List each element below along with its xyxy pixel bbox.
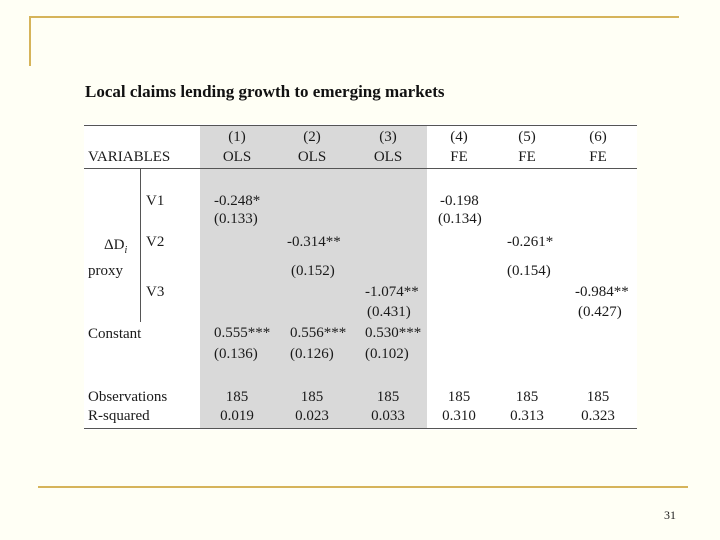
column-number-6: (6) <box>589 129 607 145</box>
constant-se-col1: (0.136) <box>214 346 258 362</box>
v1-coef-col4: -0.198 <box>440 193 479 209</box>
r-squared-col2: 0.023 <box>295 408 329 424</box>
observations-col4: 185 <box>447 389 471 405</box>
constant-coef-col1: 0.555*** <box>214 325 271 341</box>
constant-se-col3: (0.102) <box>365 346 409 362</box>
v1-coef-col1: -0.248* <box>214 193 261 209</box>
v2-se-col5: (0.154) <box>507 263 551 279</box>
row-label-r-squared: R-squared <box>88 408 150 424</box>
r-squared-col3: 0.033 <box>371 408 405 424</box>
r-squared-col1: 0.019 <box>220 408 254 424</box>
bottom-decorative-line <box>38 486 688 488</box>
column-number-1: (1) <box>228 129 246 145</box>
table-header-rule <box>84 168 637 169</box>
column-method-2: OLS <box>297 149 327 165</box>
constant-se-col2: (0.126) <box>290 346 334 362</box>
v3-coef-col3: -1.074** <box>365 284 419 300</box>
column-method-3: OLS <box>373 149 403 165</box>
v2-coef-col2: -0.314** <box>287 234 341 250</box>
v3-coef-col6: -0.984** <box>575 284 629 300</box>
delta-d-label: ΔDi <box>104 238 127 256</box>
constant-coef-col3: 0.530*** <box>365 325 422 341</box>
column-number-3: (3) <box>379 129 397 145</box>
v2-coef-col5: -0.261* <box>507 234 554 250</box>
column-number-5: (5) <box>518 129 536 145</box>
observations-col5: 185 <box>515 389 539 405</box>
row-label-constant: Constant <box>88 326 142 342</box>
variables-header: VARIABLES <box>88 149 171 165</box>
row-label-v2: V2 <box>146 234 165 250</box>
table-top-rule <box>84 125 637 126</box>
column-number-4: (4) <box>450 129 468 145</box>
observations-col6: 185 <box>586 389 610 405</box>
row-group-divider <box>140 169 141 322</box>
r-squared-col6: 0.323 <box>581 408 615 424</box>
column-number-2: (2) <box>303 129 321 145</box>
v3-se-col3: (0.431) <box>367 304 411 320</box>
v1-se-col1: (0.133) <box>214 211 258 227</box>
top-decorative-line <box>29 16 679 18</box>
column-method-5: FE <box>518 149 536 165</box>
v3-se-col6: (0.427) <box>578 304 622 320</box>
page-number: 31 <box>664 508 676 522</box>
delta-d-symbol: ΔD <box>104 237 125 253</box>
observations-col1: 185 <box>225 389 249 405</box>
constant-coef-col2: 0.556*** <box>290 325 347 341</box>
ols-shaded-region <box>200 126 427 428</box>
column-method-1: OLS <box>222 149 252 165</box>
slide-title: Local claims lending growth to emerging … <box>85 82 445 101</box>
v2-se-col2: (0.152) <box>291 263 335 279</box>
r-squared-col5: 0.313 <box>510 408 544 424</box>
table-bottom-rule <box>84 428 637 429</box>
r-squared-col4: 0.310 <box>442 408 476 424</box>
proxy-label: proxy <box>88 263 123 279</box>
left-decorative-line <box>29 16 31 66</box>
delta-d-subscript: i <box>124 245 128 256</box>
column-method-6: FE <box>589 149 607 165</box>
v1-se-col4: (0.134) <box>438 211 482 227</box>
observations-col3: 185 <box>376 389 400 405</box>
row-label-observations: Observations <box>88 389 168 405</box>
row-label-v3: V3 <box>146 284 165 300</box>
observations-col2: 185 <box>300 389 324 405</box>
column-method-4: FE <box>450 149 468 165</box>
row-label-v1: V1 <box>146 193 165 209</box>
